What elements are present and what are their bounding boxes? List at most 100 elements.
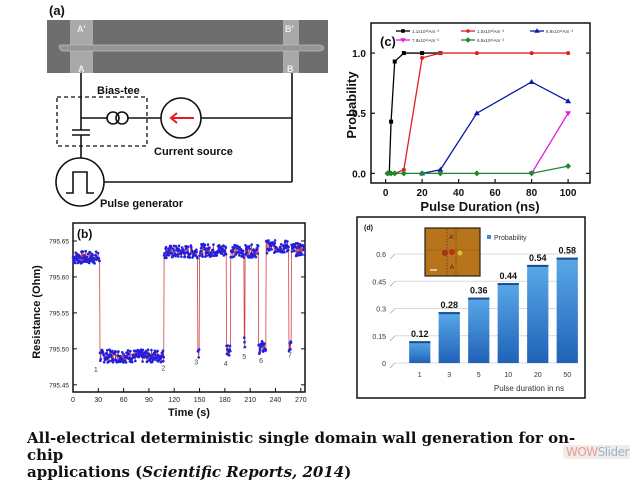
data-point — [130, 360, 134, 364]
x-tick-label: 60 — [490, 188, 502, 199]
data-point — [224, 252, 228, 256]
data-point — [135, 352, 139, 356]
x-tick-label: 20 — [534, 372, 542, 379]
data-point — [401, 51, 406, 56]
y-tick-label: 0.45 — [372, 279, 386, 286]
data-point — [286, 240, 289, 243]
data-point — [107, 360, 111, 363]
inset-domain-spot — [449, 249, 455, 255]
data-point — [72, 259, 76, 263]
data-point — [89, 251, 92, 254]
data-point — [210, 252, 214, 255]
data-point — [180, 255, 183, 258]
data-point — [189, 252, 192, 256]
data-point — [150, 348, 153, 352]
chart-c: (c) 0 20 40 60 80 100 0.0 0.5 1.0 1.1x10¹²Am⁻² 1.… — [344, 22, 591, 214]
bar — [527, 264, 549, 363]
data-point — [114, 350, 118, 354]
bar-value-label: 0.58 — [558, 246, 576, 256]
data-point — [534, 28, 540, 33]
data-point — [244, 253, 248, 256]
data-point — [99, 357, 103, 361]
data-point — [93, 262, 96, 265]
legend-entry: 1.0x10¹²Am⁻² — [461, 29, 505, 34]
data-point — [165, 256, 168, 260]
data-point — [224, 246, 228, 250]
data-point — [248, 247, 252, 251]
data-point — [144, 349, 148, 353]
chart-b-xlabel: Time (s) — [168, 407, 210, 419]
data-point — [127, 352, 131, 356]
data-point — [259, 345, 263, 348]
data-point — [160, 351, 164, 355]
wowslider-watermark[interactable]: WOWSlider — [563, 445, 630, 459]
data-point — [242, 256, 246, 259]
pulse-generator-symbol — [55, 157, 105, 207]
data-point — [265, 251, 269, 255]
bar-value-label: 0.28 — [440, 300, 458, 310]
data-point — [473, 170, 480, 177]
data-point — [237, 251, 240, 254]
data-point — [258, 348, 262, 351]
data-point — [420, 55, 425, 60]
series-line — [421, 81, 569, 175]
data-point — [151, 356, 154, 359]
bar-top — [556, 257, 578, 260]
data-point — [256, 244, 260, 248]
data-point — [258, 350, 262, 354]
chart-d-xlabel: Pulse duration in ns — [494, 384, 564, 393]
data-point — [164, 245, 168, 249]
data-point — [198, 254, 202, 257]
chart-d: (d) 0 0.15 0.3 0.45 0.6 0.12 1 0.28 3 0.36 5 0.44 1… — [356, 216, 586, 399]
data-point — [243, 345, 247, 349]
x-tick-label: 20 — [417, 188, 429, 199]
data-point — [186, 245, 190, 249]
data-point — [161, 354, 164, 357]
data-point — [283, 250, 286, 254]
x-tick-label: 5 — [477, 372, 481, 379]
data-point — [473, 110, 480, 116]
chart-c-xlabel: Pulse Duration (ns) — [420, 199, 539, 214]
data-point — [161, 349, 165, 353]
y-tick-label: 0.5 — [352, 109, 366, 120]
caption-journal: Scientific Reports, 2014 — [142, 463, 345, 481]
chart-d-panel-label: (d) — [364, 225, 373, 232]
chart-c-ylabel: Probability — [344, 71, 359, 139]
data-point — [139, 348, 143, 352]
data-point — [400, 38, 406, 43]
data-point — [465, 37, 471, 43]
bar — [556, 257, 578, 363]
data-point — [392, 59, 397, 64]
y-tick-label: 0.3 — [376, 307, 386, 314]
legend-entry: 6.9x10¹¹Am⁻² — [461, 37, 505, 43]
slide-caption: All-electrical deterministic single doma… — [27, 430, 587, 481]
data-point — [237, 254, 241, 257]
data-point — [112, 359, 115, 362]
sem-label-a: A — [78, 64, 85, 74]
data-point — [302, 246, 306, 249]
data-point — [84, 249, 88, 253]
bias-tee-box — [56, 96, 148, 147]
data-point — [273, 241, 276, 245]
data-point — [115, 360, 119, 364]
series-diamond — [384, 163, 572, 177]
data-point — [226, 344, 229, 347]
data-point — [145, 360, 149, 364]
bar-group: 0.36 5 — [468, 286, 490, 379]
data-point — [102, 360, 106, 364]
data-point — [279, 243, 283, 246]
x-tick-label: 90 — [145, 397, 153, 404]
data-point — [228, 344, 232, 348]
data-point — [238, 245, 241, 249]
data-point — [173, 252, 177, 256]
chart-d-legend: Probability — [487, 235, 527, 242]
data-point — [170, 251, 174, 255]
bar — [409, 341, 431, 363]
switching-event-label: 5 — [242, 354, 246, 361]
data-point — [188, 256, 192, 259]
data-point — [290, 250, 294, 253]
data-point — [170, 246, 173, 250]
bar-top — [468, 297, 490, 300]
series-triangle-up — [419, 78, 572, 176]
data-point — [300, 253, 304, 256]
